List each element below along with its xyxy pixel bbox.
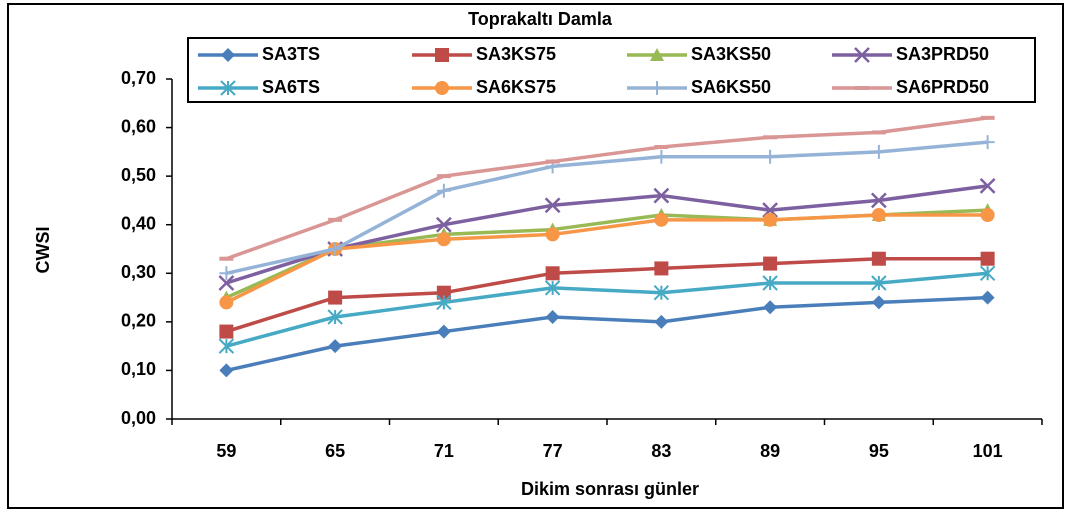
series-line bbox=[225, 256, 988, 334]
y-tick-label: 0,50 bbox=[121, 165, 156, 185]
legend-label: SA3KS75 bbox=[476, 44, 556, 64]
marker bbox=[221, 48, 235, 62]
legend-label: SA3PRD50 bbox=[896, 44, 989, 64]
x-tick-label: 101 bbox=[973, 441, 1003, 461]
marker bbox=[763, 300, 778, 315]
marker bbox=[436, 183, 451, 198]
marker bbox=[328, 339, 343, 354]
y-tick-label: 0,40 bbox=[121, 213, 156, 233]
marker bbox=[544, 280, 561, 296]
marker bbox=[979, 265, 996, 281]
marker bbox=[980, 251, 995, 266]
marker bbox=[980, 290, 995, 305]
series-line bbox=[225, 116, 988, 261]
marker bbox=[219, 266, 234, 281]
y-tick-label: 0,60 bbox=[121, 116, 156, 136]
x-tick-label: 95 bbox=[869, 441, 889, 461]
marker bbox=[871, 295, 886, 310]
marker bbox=[220, 80, 236, 96]
y-tick-label: 0,20 bbox=[121, 311, 156, 331]
chart-title: Toprakaltı Damla bbox=[468, 9, 613, 29]
marker bbox=[545, 310, 560, 324]
marker bbox=[979, 177, 996, 194]
legend bbox=[187, 37, 1036, 103]
marker bbox=[436, 285, 451, 300]
marker bbox=[218, 275, 235, 291]
marker bbox=[763, 256, 778, 271]
marker bbox=[871, 208, 886, 222]
x-tick-label: 71 bbox=[434, 441, 454, 461]
marker bbox=[219, 324, 234, 339]
marker bbox=[871, 251, 886, 266]
y-tick-label: 0,10 bbox=[121, 359, 156, 379]
marker bbox=[436, 294, 452, 311]
marker bbox=[980, 208, 995, 222]
marker bbox=[653, 285, 670, 301]
series-line bbox=[225, 295, 988, 373]
marker bbox=[219, 295, 234, 310]
marker bbox=[544, 197, 561, 214]
x-tick-label: 77 bbox=[543, 441, 563, 461]
x-tick-label: 89 bbox=[760, 441, 780, 461]
marker bbox=[762, 275, 778, 291]
marker bbox=[435, 216, 452, 233]
legend-label: SA6TS bbox=[262, 77, 320, 97]
x-tick-label: 59 bbox=[216, 441, 236, 461]
marker bbox=[650, 48, 664, 61]
marker bbox=[654, 212, 669, 227]
marker bbox=[436, 232, 451, 247]
x-tick-label: 65 bbox=[325, 441, 345, 461]
legend-label: SA6PRD50 bbox=[896, 77, 989, 97]
marker bbox=[327, 309, 343, 325]
y-tick-label: 0,30 bbox=[121, 262, 156, 282]
y-tick-label: 0,00 bbox=[121, 408, 156, 428]
y-tick-label: 0,70 bbox=[121, 68, 156, 88]
marker bbox=[435, 48, 449, 62]
marker bbox=[870, 192, 887, 209]
marker bbox=[219, 363, 234, 378]
series-line bbox=[225, 184, 988, 285]
marker bbox=[436, 324, 451, 339]
legend-label: SA3TS bbox=[262, 44, 320, 64]
marker bbox=[980, 135, 995, 150]
marker bbox=[654, 149, 669, 164]
marker bbox=[653, 187, 670, 204]
legend-label: SA6KS50 bbox=[691, 77, 771, 97]
marker bbox=[763, 212, 778, 227]
marker bbox=[545, 227, 560, 242]
marker bbox=[435, 81, 449, 95]
legend-label: SA3KS50 bbox=[691, 44, 771, 64]
marker bbox=[654, 261, 669, 276]
marker bbox=[650, 81, 664, 95]
marker bbox=[871, 275, 887, 291]
marker bbox=[328, 290, 343, 305]
marker bbox=[328, 242, 343, 256]
x-axis-title: Dikim sonrası günler bbox=[521, 479, 699, 499]
marker bbox=[854, 47, 870, 63]
marker bbox=[218, 338, 235, 354]
legend-label: SA6KS75 bbox=[476, 77, 556, 97]
series-line bbox=[225, 140, 988, 275]
marker bbox=[654, 314, 669, 329]
series-line bbox=[225, 213, 988, 304]
marker bbox=[871, 144, 886, 159]
marker bbox=[545, 266, 560, 281]
series-line bbox=[225, 271, 988, 348]
x-tick-label: 83 bbox=[651, 441, 671, 461]
y-axis-title: CWSI bbox=[33, 227, 53, 274]
marker bbox=[763, 149, 778, 164]
